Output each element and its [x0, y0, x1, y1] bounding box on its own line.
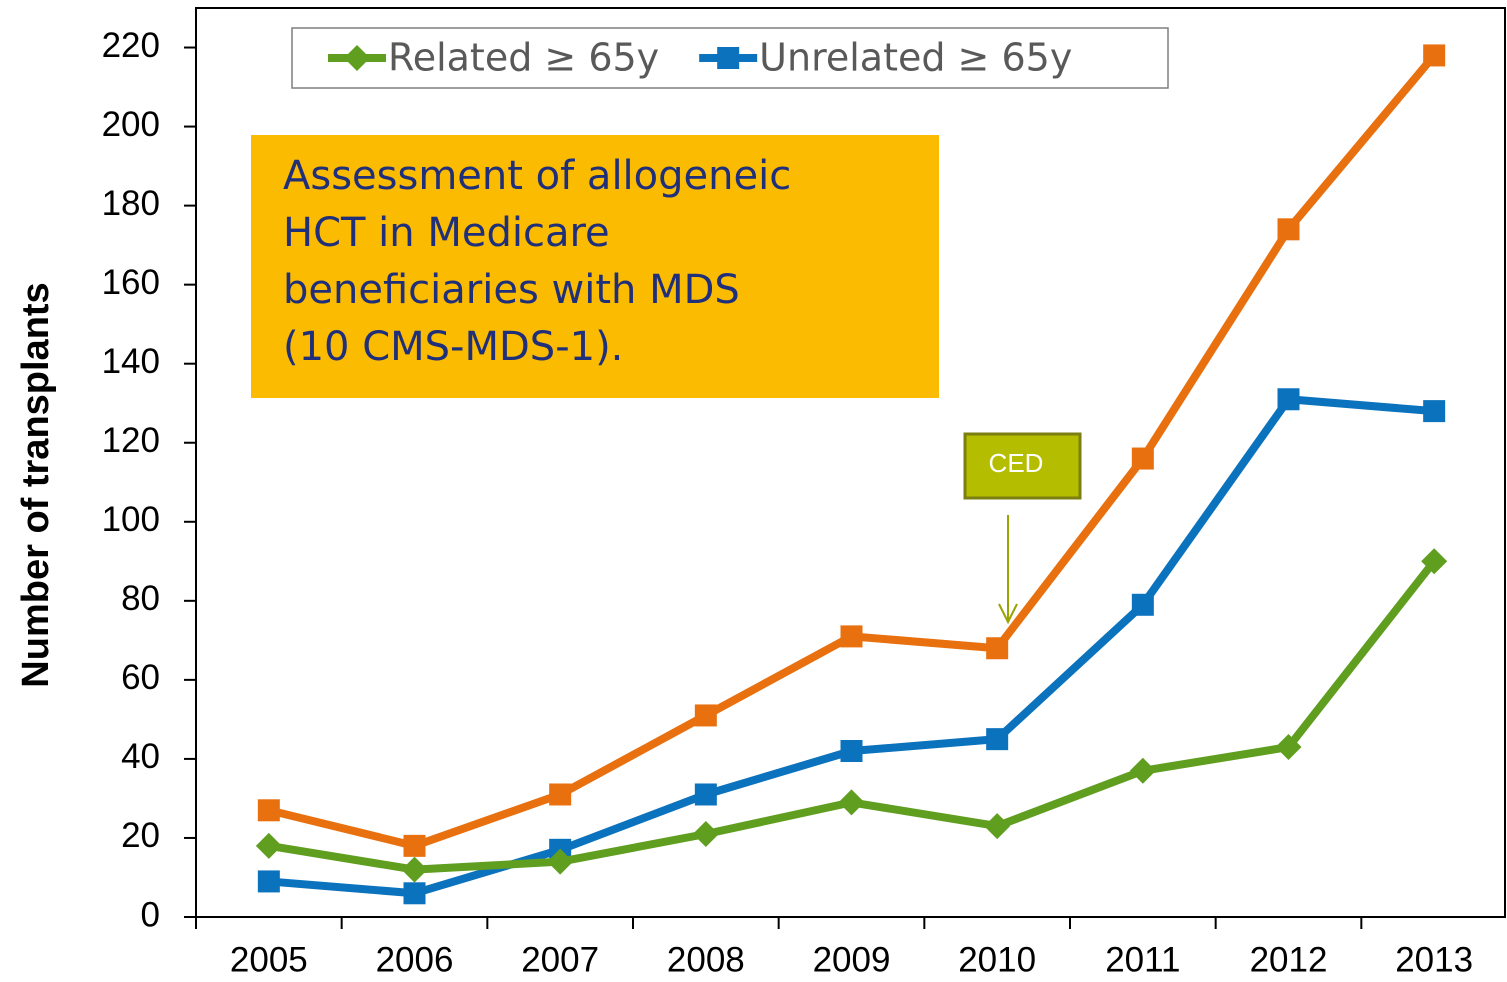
x-tick-label: 2011 [1105, 940, 1180, 979]
point [255, 832, 282, 859]
point [403, 834, 426, 857]
point [549, 783, 572, 806]
point [1423, 400, 1446, 423]
x-tick-label: 2005 [230, 940, 308, 979]
ced-label: CED [989, 448, 1044, 478]
point [986, 637, 1009, 660]
annotation-text: HCT in Medicare [283, 210, 610, 256]
point [838, 789, 865, 816]
point [984, 813, 1011, 840]
point [344, 45, 370, 71]
y-tick-label: 180 [102, 184, 160, 223]
point [840, 625, 863, 648]
annotation-text: (10 CMS-MDS-1). [283, 324, 623, 370]
plot-frame [195, 7, 1506, 918]
ced-box [963, 432, 1082, 500]
point [840, 740, 863, 763]
point [1129, 757, 1156, 784]
point [547, 848, 574, 875]
annotation-text: Assessment of allogeneic [283, 153, 791, 199]
y-axis-label: Number of transplants [15, 282, 57, 687]
point [694, 783, 717, 806]
legend-label: Related ≥ 65y [388, 36, 659, 80]
x-tick-label: 2008 [667, 940, 745, 979]
point [1131, 593, 1154, 616]
x-tick-label: 2009 [813, 940, 891, 979]
point [1277, 388, 1300, 411]
point [1275, 734, 1302, 761]
y-tick-label: 60 [121, 658, 160, 697]
y-tick-label: 140 [102, 342, 160, 381]
point [694, 704, 717, 727]
point [403, 882, 426, 905]
x-tick-label: 2006 [376, 940, 454, 979]
annotation-box [251, 135, 939, 398]
x-tick-label: 2012 [1250, 940, 1328, 979]
y-tick-label: 120 [102, 421, 160, 460]
ced-arrow-head [998, 603, 1018, 625]
point [1421, 548, 1448, 575]
point [1131, 447, 1154, 470]
point [692, 821, 719, 848]
y-tick-label: 0 [141, 895, 160, 934]
annotation-text: beneficiaries with MDS [283, 267, 740, 313]
x-tick-label: 2010 [958, 940, 1036, 979]
point [401, 856, 428, 883]
point [1277, 218, 1300, 241]
y-tick-label: 20 [121, 816, 160, 855]
x-tick-label: 2007 [521, 940, 599, 979]
y-tick-label: 40 [121, 737, 160, 776]
y-tick-label: 200 [102, 105, 160, 144]
point [257, 870, 280, 893]
point [986, 728, 1009, 751]
y-tick-label: 160 [102, 263, 160, 302]
x-tick-label: 2013 [1395, 940, 1473, 979]
y-tick-label: 220 [102, 26, 160, 65]
point [717, 47, 740, 69]
y-tick-label: 80 [121, 579, 160, 618]
y-tick-label: 100 [102, 500, 160, 539]
point [257, 799, 280, 822]
point [1423, 44, 1446, 67]
legend-label: Unrelated ≥ 65y [759, 36, 1072, 80]
series-line [268, 558, 1438, 874]
legend-box [291, 27, 1169, 89]
